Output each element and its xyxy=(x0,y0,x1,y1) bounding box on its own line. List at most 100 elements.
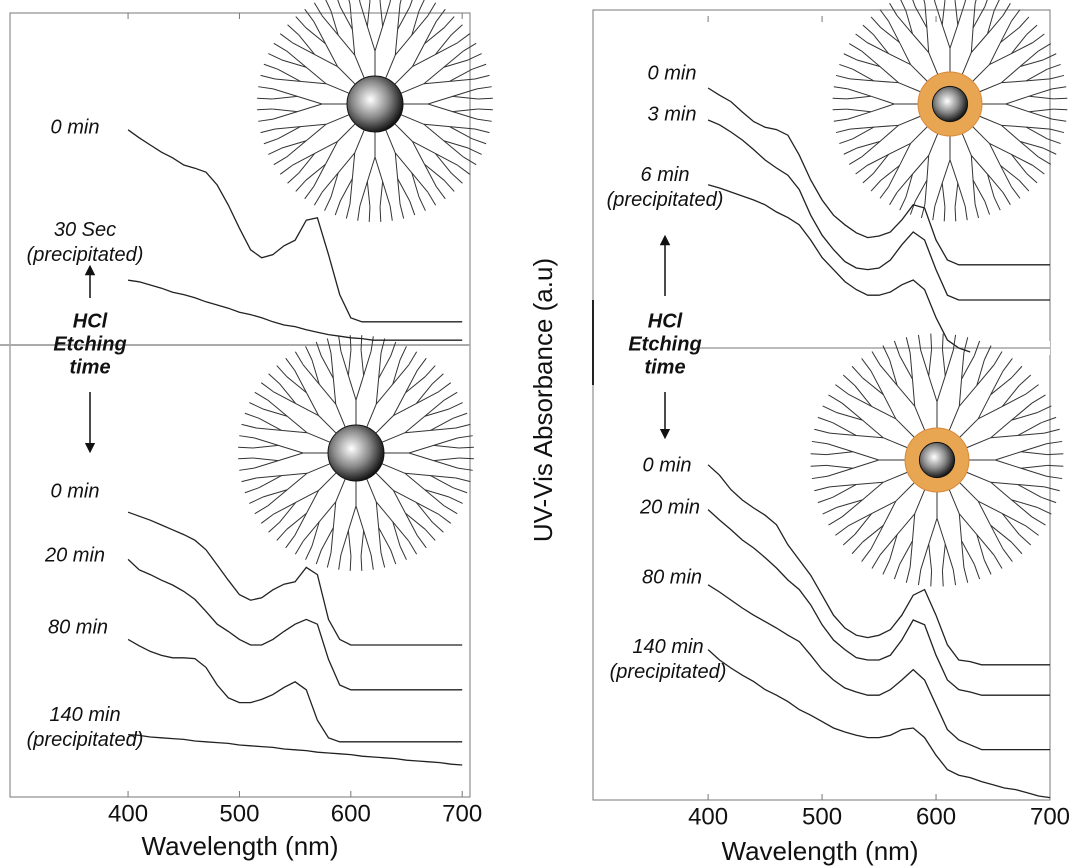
dendrimer-branch xyxy=(843,147,857,155)
dendrimer-branch xyxy=(304,186,315,200)
dendrimer-branch xyxy=(393,490,406,514)
dendrimer-branch xyxy=(399,203,405,219)
dendrimer-branch xyxy=(928,375,938,402)
dendrimer-branch xyxy=(1028,88,1053,97)
dendrimer-branch xyxy=(961,355,975,380)
dendrimer-branch xyxy=(294,513,307,536)
series-label: 6 min (precipitated) xyxy=(606,164,724,211)
dendrimer-branch xyxy=(827,443,854,453)
dendrimer-branch xyxy=(1001,385,1020,407)
dendrimer-branch xyxy=(254,391,268,401)
dendrimer-branch xyxy=(433,457,459,462)
dendrimer-branch xyxy=(443,179,455,192)
dendrimer-branch xyxy=(851,541,863,555)
dendrimer-branch xyxy=(974,0,977,4)
dendrimer-branch xyxy=(961,352,965,380)
dendrimer-branch xyxy=(452,88,478,97)
dendrimer-branch xyxy=(972,126,990,144)
dendrimer-branch xyxy=(452,412,468,419)
dendrimer-branch xyxy=(1036,405,1052,414)
spectrum-line xyxy=(707,464,1050,666)
dendrimer-branch xyxy=(256,475,282,479)
dendrimer-branch xyxy=(1032,165,1045,175)
dendrimer-branch xyxy=(477,97,493,100)
dendrimer-branch xyxy=(366,478,377,503)
dendrimer-branch xyxy=(1002,548,1013,562)
dendrimer-branch xyxy=(467,147,482,155)
dendrimer-branch xyxy=(452,111,478,120)
dendrimer-branch xyxy=(443,140,464,158)
dendrimer-branch xyxy=(455,477,471,483)
dendrimer-branch xyxy=(457,435,473,439)
dendrimer-branch xyxy=(1019,141,1039,158)
dendrimer-branch xyxy=(899,355,913,380)
dendrimer-branch xyxy=(949,24,959,49)
dendrimer-branch xyxy=(952,334,957,351)
dendrimer-branch xyxy=(443,50,464,68)
dendrimer-branch xyxy=(990,377,1012,396)
dendrimer-branch xyxy=(380,552,386,568)
dendrimer-branch xyxy=(263,138,279,145)
x-tick-label: 600 xyxy=(916,803,956,830)
dendrimer-branch xyxy=(457,467,473,471)
dendrimer-branch xyxy=(444,505,458,515)
spectrum-line xyxy=(707,119,1050,301)
x-axis-label: Wavelength (nm) xyxy=(142,831,339,861)
dendrimer-branch xyxy=(281,429,308,434)
dendrimer-branch xyxy=(1029,108,1054,113)
x-tick-label: 700 xyxy=(1030,803,1070,830)
dendrimer-branch xyxy=(848,156,862,165)
dendrimer-branch xyxy=(405,370,418,393)
dendrimer-branch xyxy=(262,489,288,498)
dendrimer-branch xyxy=(952,569,957,586)
dendrimer-branch xyxy=(923,0,926,4)
dendrimer-branch xyxy=(262,408,288,417)
dendrimer-branch xyxy=(258,475,282,489)
dendrimer-branch xyxy=(995,459,1022,469)
dendrimer-branch xyxy=(463,156,477,166)
dendrimer-branch xyxy=(882,437,908,449)
dendrimer-branch xyxy=(325,0,332,12)
dendrimer-branch xyxy=(1025,68,1048,82)
dendrimer-branch xyxy=(917,569,922,586)
dendrimer-branch xyxy=(988,143,1001,166)
dendrimer-branch xyxy=(474,128,490,134)
dendrimer-branch xyxy=(339,178,353,202)
dendrimer-branch xyxy=(258,86,274,90)
dendrimer-branch xyxy=(941,544,946,571)
dendrimer-branch xyxy=(889,534,898,561)
dendrimer-branch xyxy=(394,152,399,179)
dendrimer-branch xyxy=(957,182,966,207)
dendrimer-branch xyxy=(895,482,915,502)
dendrimer-branch xyxy=(258,417,282,431)
dendrimer-branch xyxy=(392,521,401,547)
dendrimer-branch xyxy=(334,200,341,216)
dendrimer-branch xyxy=(862,419,884,439)
dendrimer-branch xyxy=(253,460,279,469)
dendrimer-branch xyxy=(253,437,279,446)
core-particle xyxy=(931,85,969,123)
dendrimer-branch xyxy=(294,541,304,555)
dendrimer-branch xyxy=(359,1,368,27)
dendrimer-branch xyxy=(888,165,901,188)
dendrimer-branch xyxy=(241,423,257,429)
spectrum-line xyxy=(128,733,463,766)
dendrimer-branch xyxy=(273,502,296,515)
dendrimer-branch xyxy=(379,0,381,2)
dendrimer-branch xyxy=(941,0,946,25)
dendrimer-branch xyxy=(366,1,371,27)
dendrimer-branch xyxy=(279,164,293,175)
dendrimer-branch xyxy=(405,512,426,530)
dendrimer-branch xyxy=(298,34,316,55)
dendrimer-branch xyxy=(267,489,288,507)
dendrimer-branch xyxy=(355,505,365,531)
dendrimer-branch xyxy=(989,53,1012,66)
dendrimer-branch xyxy=(260,513,274,524)
dendrimer-branch xyxy=(1052,118,1067,122)
dendrimer-branch xyxy=(292,42,315,55)
dendrimer-branch xyxy=(409,200,416,216)
dendrimer-branch xyxy=(435,8,446,22)
dendrimer-branch xyxy=(457,164,471,175)
dendrimer-branch xyxy=(1000,27,1020,43)
dendrimer-branch xyxy=(835,74,850,80)
